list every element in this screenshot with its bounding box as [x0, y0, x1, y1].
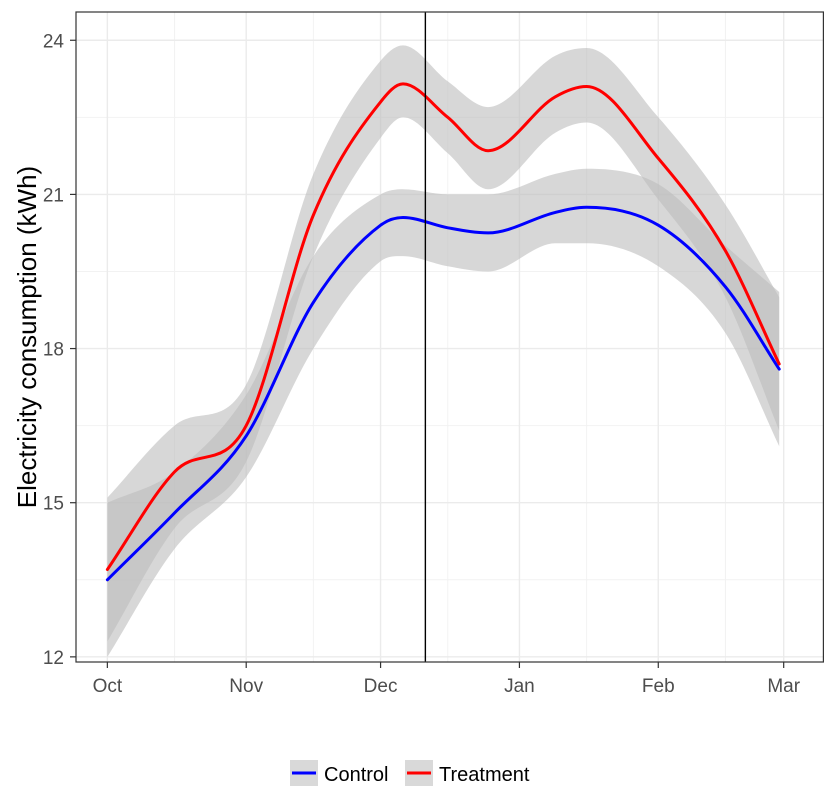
- y-tick-label: 15: [43, 494, 64, 515]
- x-tick-label: Nov: [229, 676, 263, 697]
- series-line-treatment: [105, 82, 781, 571]
- confidence-bands: [107, 45, 780, 657]
- y-tick-label: 24: [43, 31, 65, 52]
- x-tick-label: Jan: [504, 676, 535, 697]
- series-line-control: [105, 205, 781, 582]
- y-tick-label: 21: [43, 185, 64, 206]
- x-tick-label: Dec: [364, 676, 398, 697]
- y-axis: 12 15 18 21 24: [43, 31, 76, 669]
- legend-label-treatment: Treatment: [439, 764, 530, 786]
- x-axis: Oct Nov Dec Jan Feb Mar: [93, 662, 801, 697]
- y-axis-title: Electricity consumption (kWh): [12, 166, 42, 508]
- y-tick-label: 12: [43, 648, 64, 669]
- grid-major: [76, 12, 824, 662]
- legend-label-control: Control: [324, 764, 388, 786]
- y-tick-label: 18: [43, 340, 64, 361]
- legend: Control Treatment: [290, 760, 530, 786]
- series-lines: [105, 82, 781, 582]
- panel-border: [75, 11, 824, 663]
- x-tick-label: Mar: [767, 676, 800, 697]
- x-tick-label: Feb: [642, 676, 675, 697]
- x-tick-label: Oct: [93, 676, 123, 697]
